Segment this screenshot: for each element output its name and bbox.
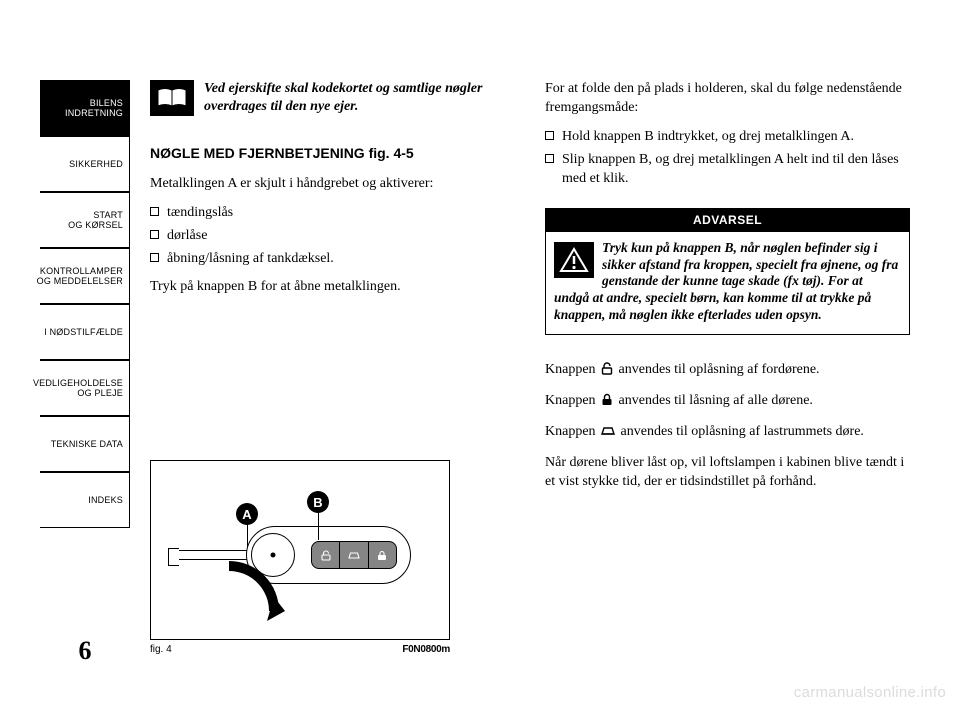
tab-label: SIKKERHED xyxy=(69,159,123,169)
text: Knappen xyxy=(545,424,599,439)
callout-b: B xyxy=(307,491,329,513)
manual-page: BILENS INDRETNING SIKKERHED START OG KØR… xyxy=(0,0,960,709)
left-column: Ved ejerskifte skal kodekortet og samtli… xyxy=(150,80,515,501)
text: Knappen xyxy=(545,393,599,408)
text: Knappen xyxy=(545,362,599,377)
unlock-icon xyxy=(601,362,613,382)
bullet-list: tændingslås dørlåse åbning/låsning af ta… xyxy=(150,204,515,269)
bullet-text: Hold knappen B indtrykket, og drej metal… xyxy=(562,128,854,147)
key-button-panel xyxy=(311,541,397,569)
content-area: Ved ejerskifte skal kodekortet og samtli… xyxy=(150,80,910,501)
watermark: carmanualsonline.info xyxy=(794,684,946,701)
text: anvendes til oplåsning af lastrummets dø… xyxy=(621,424,864,439)
key-illustration: A B xyxy=(150,460,450,640)
warning-triangle-icon xyxy=(554,242,594,278)
key-trunk-icon xyxy=(340,542,368,568)
tab-label: BILENS xyxy=(90,98,123,108)
tab-sikkerhed[interactable]: SIKKERHED xyxy=(40,136,130,192)
paragraph: For at folde den på plads i holderen, sk… xyxy=(545,80,910,118)
key-lock-icon xyxy=(369,542,396,568)
key-unlock-icon xyxy=(312,542,340,568)
warning-box: ADVARSEL Tryk kun på knappen B, når nøgl… xyxy=(545,208,910,335)
leader-line xyxy=(247,524,248,548)
bullet-text: åbning/låsning af tankdæksel. xyxy=(167,250,334,269)
note-text: Ved ejerskifte skal kodekortet og samtli… xyxy=(204,80,515,115)
tab-label: OG PLEJE xyxy=(77,388,123,398)
bullet-text: tændingslås xyxy=(167,204,233,223)
warning-text: Tryk kun på knappen B, når nøglen befind… xyxy=(554,240,899,324)
paragraph: Tryk på knappen B for at åbne metalkling… xyxy=(150,278,515,297)
square-bullet-icon xyxy=(545,154,554,163)
section-heading: NØGLE MED FJERNBETJENING fig. 4-5 xyxy=(150,144,515,163)
paragraph: Knappen anvendes til låsning af alle dør… xyxy=(545,392,910,413)
text: anvendes til oplåsning af fordørene. xyxy=(619,362,820,377)
tab-kontrollamper[interactable]: KONTROLLAMPER OG MEDDELELSER xyxy=(40,248,130,304)
trunk-icon xyxy=(601,425,615,444)
text: anvendes til låsning af alle dørene. xyxy=(619,393,813,408)
list-item: Slip knappen B, og drej metalklingen A h… xyxy=(545,151,910,189)
tab-label: OG MEDDELELSER xyxy=(37,276,123,286)
tab-label: I NØDSTILFÆLDE xyxy=(44,327,123,337)
square-bullet-icon xyxy=(150,207,159,216)
tab-tekniske-data[interactable]: TEKNISKE DATA xyxy=(40,416,130,472)
tab-vedligeholdelse[interactable]: VEDLIGEHOLDELSE OG PLEJE xyxy=(40,360,130,416)
figure-4: A B fig. 4 F0N0800m xyxy=(150,460,450,655)
paragraph: Knappen anvendes til oplåsning af fordør… xyxy=(545,361,910,382)
paragraph: Metalklingen A er skjult i håndgrebet og… xyxy=(150,175,515,194)
rotation-arrow-icon xyxy=(219,561,289,631)
paragraph: Når dørene bliver låst op, vil loftslamp… xyxy=(545,454,910,492)
lock-icon xyxy=(601,393,613,413)
square-bullet-icon xyxy=(545,131,554,140)
list-item: tændingslås xyxy=(150,204,515,223)
sidebar-tabs: BILENS INDRETNING SIKKERHED START OG KØR… xyxy=(40,80,130,528)
tab-label: START xyxy=(93,210,123,220)
tab-bilens-indretning[interactable]: BILENS INDRETNING xyxy=(40,80,130,136)
square-bullet-icon xyxy=(150,230,159,239)
right-column: For at folde den på plads i holderen, sk… xyxy=(545,80,910,501)
tab-label: TEKNISKE DATA xyxy=(51,439,123,449)
bullet-text: Slip knappen B, og drej metalklingen A h… xyxy=(562,151,910,189)
square-bullet-icon xyxy=(150,253,159,262)
tab-nodstilfaelde[interactable]: I NØDSTILFÆLDE xyxy=(40,304,130,360)
figure-code: F0N0800m xyxy=(402,644,450,655)
tab-label: OG KØRSEL xyxy=(68,220,123,230)
tab-label: INDEKS xyxy=(88,495,123,505)
owner-change-note: Ved ejerskifte skal kodekortet og samtli… xyxy=(150,80,515,116)
callout-a: A xyxy=(236,503,258,525)
tab-indeks[interactable]: INDEKS xyxy=(40,472,130,528)
tab-label: INDRETNING xyxy=(65,108,123,118)
tab-start-og-korsel[interactable]: START OG KØRSEL xyxy=(40,192,130,248)
figure-caption: fig. 4 xyxy=(150,644,172,655)
warning-heading: ADVARSEL xyxy=(546,209,909,231)
leader-line xyxy=(318,512,319,540)
tab-label: KONTROLLAMPER xyxy=(40,266,123,276)
list-item: Hold knappen B indtrykket, og drej metal… xyxy=(545,128,910,147)
book-icon xyxy=(150,80,194,116)
tab-label: VEDLIGEHOLDELSE xyxy=(33,378,123,388)
key-blade xyxy=(169,550,257,560)
bullet-list: Hold knappen B indtrykket, og drej metal… xyxy=(545,128,910,189)
figure-caption-row: fig. 4 F0N0800m xyxy=(150,644,450,655)
bullet-text: dørlåse xyxy=(167,227,207,246)
paragraph: Knappen anvendes til oplåsning af lastru… xyxy=(545,423,910,444)
list-item: dørlåse xyxy=(150,227,515,246)
list-item: åbning/låsning af tankdæksel. xyxy=(150,250,515,269)
page-number: 6 xyxy=(40,636,130,666)
